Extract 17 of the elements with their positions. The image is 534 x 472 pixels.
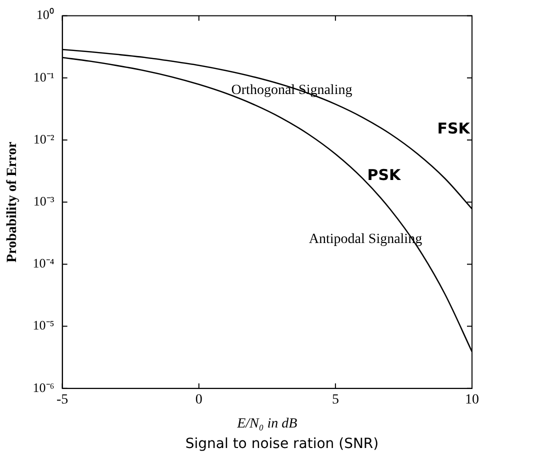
y-tick-label: 10⁻⁵ — [32, 318, 54, 333]
y-tick-label: 10⁻⁴ — [32, 256, 55, 271]
y-tick-label: 10⁻³ — [33, 194, 54, 209]
x-tick-label: 10 — [465, 392, 479, 408]
y-tick-label: 10⁻² — [33, 131, 54, 146]
annotation: FSK — [437, 119, 472, 138]
annotation: Orthogonal Signaling — [231, 82, 352, 98]
x-tick-label: 0 — [195, 392, 202, 408]
x-axis-title: E/N₀ in dB — [236, 416, 298, 432]
text: Signal to noise ration (SNR) — [184, 436, 380, 452]
y-axis-title: Probability of Error — [5, 142, 20, 263]
x-tick-label: 5 — [332, 392, 339, 408]
y-tick-label: 10⁰ — [36, 7, 54, 22]
annotation: PSK — [367, 166, 402, 184]
x-tick-label: -5 — [56, 392, 68, 408]
y-tick-label: 10⁻¹ — [33, 69, 54, 84]
y-tick-label: 10⁻⁶ — [32, 380, 54, 395]
